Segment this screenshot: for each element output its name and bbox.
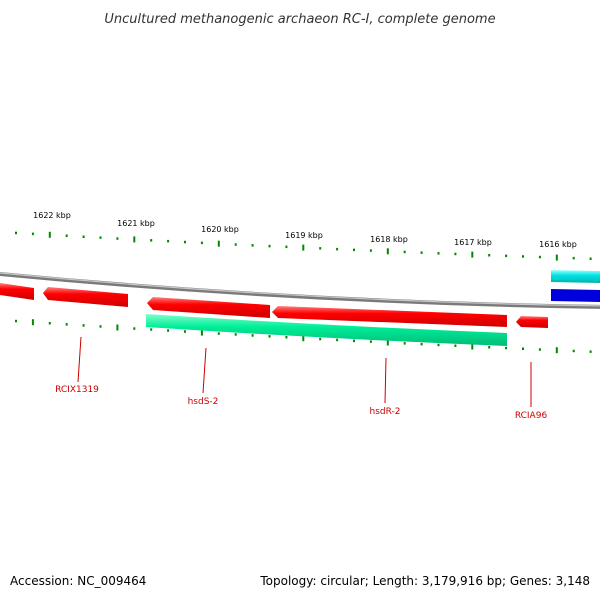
map-title: Uncultured methanogenic archaeon RC-I, c… <box>104 12 495 27</box>
scale-label: 1616 kbp <box>539 240 577 249</box>
gene-arrow-hsdr-2[interactable] <box>272 306 507 327</box>
cyan-feature[interactable] <box>551 270 600 283</box>
gene-label-hsdr-2[interactable]: hsdR-2 <box>370 407 401 417</box>
gene-label-rcix1319[interactable]: RCIX1319 <box>55 385 99 395</box>
gene-label-hsds-2[interactable]: hsdS-2 <box>188 397 219 407</box>
scale-label: 1617 kbp <box>454 238 492 247</box>
blue-feature[interactable] <box>551 289 600 302</box>
scale-label: 1619 kbp <box>285 231 323 240</box>
genome-backbone <box>0 271 600 309</box>
gene-arrow-rcix1319[interactable] <box>43 287 128 307</box>
gene-arrow-hsdr-upstream[interactable] <box>147 297 270 318</box>
gene-arrow-partial[interactable] <box>0 283 34 300</box>
label-leader-line <box>202 347 207 394</box>
accession-text: Accession: NC_009464 <box>10 574 146 588</box>
genome-summary-text: Topology: circular; Length: 3,179,916 bp… <box>259 574 590 588</box>
label-leader-line <box>77 336 82 383</box>
gene-arrow-rcia96[interactable] <box>516 316 548 328</box>
genome-backbone-highlight <box>0 272 600 307</box>
gene-label-rcia96[interactable]: RCIA96 <box>515 411 548 421</box>
scale-ticks-upper <box>15 231 592 261</box>
label-leader-line <box>384 357 387 404</box>
scale-label: 1620 kbp <box>201 225 239 234</box>
scale-label: 1618 kbp <box>370 235 408 244</box>
scale-label: 1622 kbp <box>33 211 71 220</box>
scale-ticks-lower <box>15 319 592 354</box>
scale-label: 1621 kbp <box>117 219 155 228</box>
gene-arrow-hsds-2[interactable] <box>146 314 507 346</box>
